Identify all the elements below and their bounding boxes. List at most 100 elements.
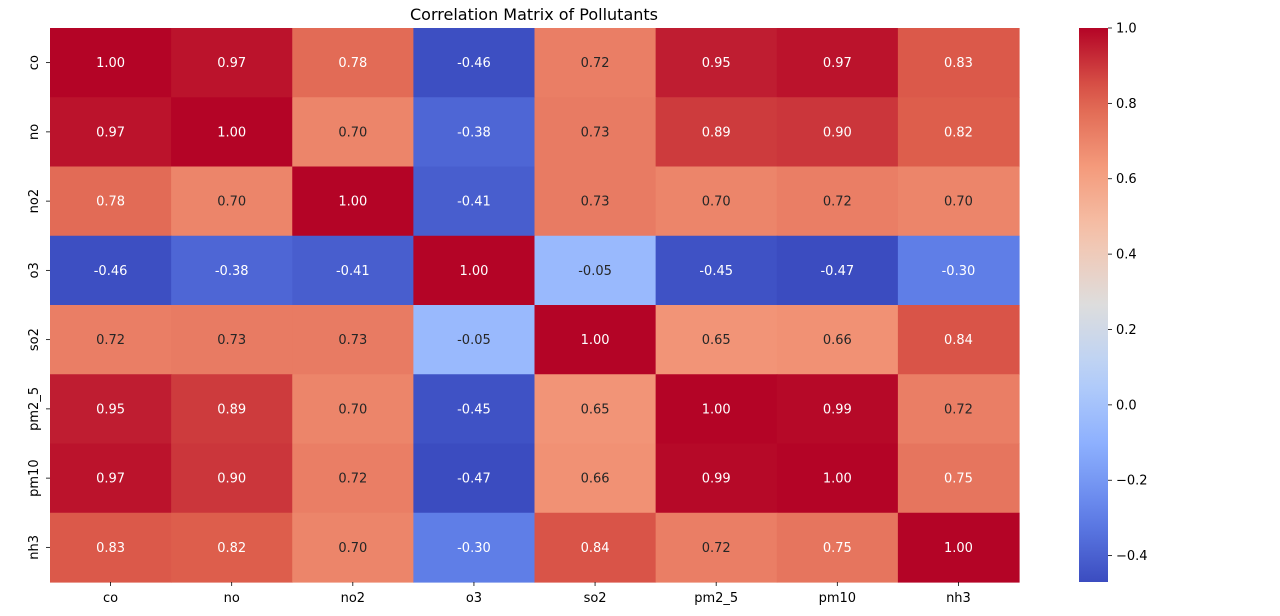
- cell-value-o3-pm10: -0.47: [820, 264, 854, 279]
- cell-value-pm10-co: 0.97: [96, 472, 125, 487]
- heatmap-cell-co-pm10: [776, 28, 899, 98]
- cell-value-no-pm10: 0.90: [823, 125, 852, 140]
- cell-value-no2-nh3: 0.70: [944, 195, 973, 210]
- heatmap-cell-o3-no2: [292, 235, 414, 306]
- colorbar-tick-label-0: 1.0: [1116, 22, 1137, 37]
- heatmap-cells: [50, 28, 1020, 583]
- cell-value-co-co: 1.00: [96, 56, 125, 71]
- cell-value-pm2_5-no2: 0.70: [338, 402, 367, 417]
- x-axis: co no no2 o3 so2 pm2_5 pm10 nh3: [103, 582, 971, 606]
- cell-value-no-nh3: 0.82: [944, 125, 973, 140]
- colorbar-tick-label-1: 0.8: [1116, 97, 1137, 112]
- heatmap-cell-no-no: [171, 97, 293, 168]
- heatmap-cell-nh3-no2: [292, 512, 414, 583]
- heatmap-cell-o3-nh3: [897, 235, 1020, 306]
- cell-value-no2-no: 0.70: [217, 195, 246, 210]
- heatmap-cell-o3-o3: [413, 235, 536, 306]
- heatmap-cell-so2-o3: [413, 305, 536, 375]
- heatmap-cell-pm10-nh3: [897, 443, 1020, 514]
- heatmap-cell-nh3-pm10: [776, 512, 899, 583]
- y-tick-label-o3: o3: [27, 262, 42, 278]
- heatmap-cell-nh3-no: [171, 512, 293, 583]
- x-tick-label-o3: o3: [466, 591, 482, 606]
- heatmap-cell-co-no: [171, 28, 293, 98]
- cell-value-pm10-so2: 0.66: [581, 472, 610, 487]
- colorbar-tick-label-7: −0.4: [1116, 549, 1148, 564]
- heatmap-cell-co-nh3: [897, 28, 1020, 98]
- heatmap-cell-pm2_5-nh3: [897, 374, 1020, 445]
- x-tick-label-pm10: pm10: [819, 591, 856, 606]
- cell-value-no2-pm10: 0.72: [823, 195, 852, 210]
- cell-value-pm10-pm2_5: 0.99: [702, 472, 731, 487]
- heatmap-cell-nh3-co: [50, 512, 172, 583]
- colorbar-tick-label-5: 0.0: [1116, 398, 1137, 413]
- colorbar: 1.0 0.8 0.6 0.4 0.2 0.0 −0.2 −0.4: [1079, 22, 1148, 582]
- y-axis: co no no2 o3 so2 pm2_5 pm10 nh3: [27, 55, 50, 560]
- heatmap-cell-o3-pm10: [776, 235, 899, 306]
- cell-value-pm10-pm10: 1.00: [823, 472, 852, 487]
- cell-value-pm2_5-nh3: 0.72: [944, 402, 973, 417]
- x-tick-label-co: co: [103, 591, 118, 606]
- cell-value-so2-no2: 0.73: [338, 333, 367, 348]
- heatmap-cell-so2-no2: [292, 305, 414, 375]
- cell-value-no-co: 0.97: [96, 125, 125, 140]
- heatmap-cell-pm10-pm2_5: [655, 443, 778, 514]
- heatmap-cell-nh3-pm2_5: [655, 512, 778, 583]
- heatmap-cell-no-pm10: [776, 97, 899, 168]
- chart-title: Correlation Matrix of Pollutants: [410, 5, 658, 24]
- cell-value-o3-o3: 1.00: [459, 264, 488, 279]
- colorbar-tick-label-3: 0.4: [1116, 248, 1137, 263]
- cell-value-o3-no: -0.38: [215, 264, 249, 279]
- cell-value-no-pm2_5: 0.89: [702, 125, 731, 140]
- heatmap-cell-o3-co: [50, 235, 172, 306]
- heatmap-cell-no2-pm10: [776, 166, 899, 237]
- heatmap-cell-pm2_5-o3: [413, 374, 536, 445]
- cell-value-pm2_5-co: 0.95: [96, 402, 125, 417]
- heatmap-cell-so2-no: [171, 305, 293, 375]
- y-tick-label-pm2_5: pm2_5: [27, 387, 42, 431]
- heatmap-cell-pm10-no2: [292, 443, 414, 514]
- heatmap-cell-so2-pm10: [776, 305, 899, 375]
- heatmap-cell-no-pm2_5: [655, 97, 778, 168]
- cell-value-so2-so2: 1.00: [581, 333, 610, 348]
- heatmap-cell-pm2_5-co: [50, 374, 172, 445]
- y-tick-label-so2: so2: [27, 328, 42, 351]
- cell-value-o3-nh3: -0.30: [942, 264, 976, 279]
- cell-value-pm10-nh3: 0.75: [944, 472, 973, 487]
- cell-value-so2-co: 0.72: [96, 333, 125, 348]
- cell-value-no2-o3: -0.41: [457, 195, 491, 210]
- cell-value-o3-so2: -0.05: [578, 264, 612, 279]
- heatmap-cell-pm2_5-so2: [534, 374, 657, 445]
- heatmap-cell-o3-pm2_5: [655, 235, 778, 306]
- heatmap-cell-co-pm2_5: [655, 28, 778, 98]
- heatmap-cell-no2-no: [171, 166, 293, 237]
- cell-value-so2-no: 0.73: [217, 333, 246, 348]
- heatmap-cell-o3-so2: [534, 235, 657, 306]
- x-tick-label-pm2_5: pm2_5: [694, 591, 738, 606]
- heatmap-cell-pm2_5-no2: [292, 374, 414, 445]
- cell-value-nh3-pm2_5: 0.72: [702, 541, 731, 556]
- x-tick-label-nh3: nh3: [946, 591, 971, 606]
- y-tick-label-nh3: nh3: [27, 535, 42, 560]
- cell-value-nh3-so2: 0.84: [581, 541, 610, 556]
- heatmap-cell-pm10-pm10: [776, 443, 899, 514]
- cell-value-pm10-no2: 0.72: [338, 472, 367, 487]
- cell-value-co-nh3: 0.83: [944, 56, 973, 71]
- colorbar-tick-label-4: 0.2: [1116, 323, 1137, 338]
- colorbar-gradient: [1079, 28, 1108, 582]
- heatmap-cell-pm2_5-pm10: [776, 374, 899, 445]
- heatmap-cell-co-so2: [534, 28, 657, 98]
- heatmap-cell-no2-so2: [534, 166, 657, 237]
- cell-value-no2-so2: 0.73: [581, 195, 610, 210]
- cell-value-o3-pm2_5: -0.45: [699, 264, 733, 279]
- colorbar-tick-label-2: 0.6: [1116, 172, 1137, 187]
- heatmap-cell-no-so2: [534, 97, 657, 168]
- heatmap-cell-nh3-o3: [413, 512, 536, 583]
- cell-value-co-o3: -0.46: [457, 56, 491, 71]
- cell-value-pm2_5-o3: -0.45: [457, 402, 491, 417]
- cell-value-so2-nh3: 0.84: [944, 333, 973, 348]
- cell-value-nh3-co: 0.83: [96, 541, 125, 556]
- cell-value-pm10-o3: -0.47: [457, 472, 491, 487]
